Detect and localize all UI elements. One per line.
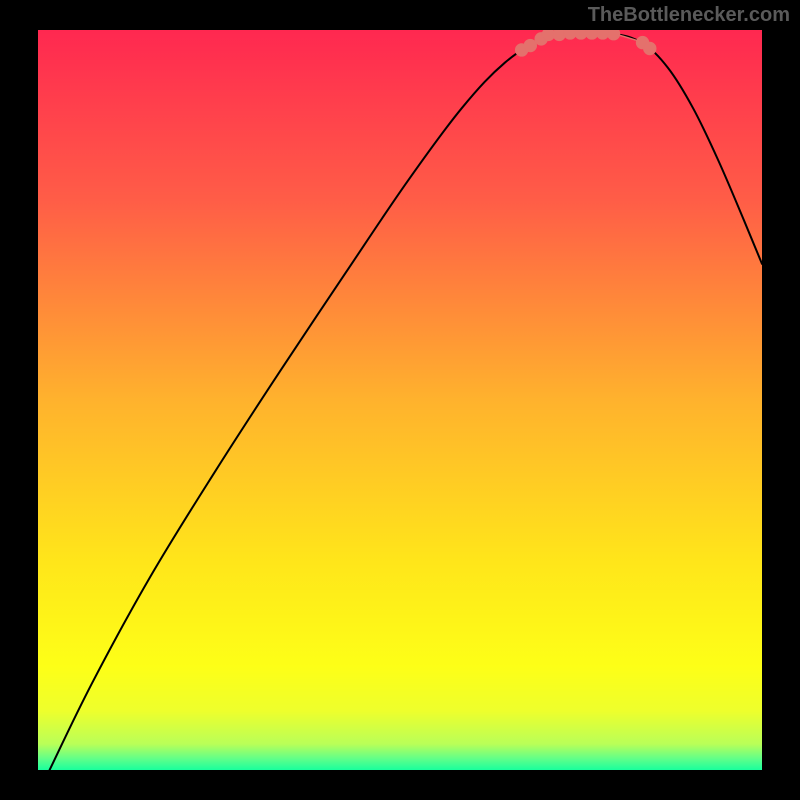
marker-dot xyxy=(644,42,656,54)
marker-dot xyxy=(524,39,536,51)
markers-group xyxy=(515,30,656,56)
attribution-text: TheBottlenecker.com xyxy=(588,4,790,27)
main-curve xyxy=(50,32,762,770)
marker-dot xyxy=(586,30,598,39)
plot-area xyxy=(38,30,762,770)
chart-svg xyxy=(38,30,762,770)
marker-dot xyxy=(607,30,619,40)
marker-dot xyxy=(564,30,576,39)
marker-dot xyxy=(575,30,587,39)
chart-container: TheBottlenecker.com xyxy=(0,0,800,800)
